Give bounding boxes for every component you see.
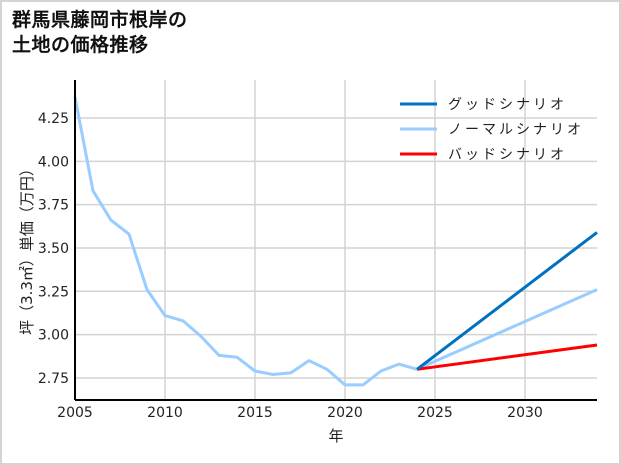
x-tick-label: 2010: [147, 405, 183, 421]
historical-price-line: [73, 96, 418, 387]
axes: [74, 80, 597, 401]
scenario-line-1: [416, 288, 598, 371]
y-tick-label: 3.75: [38, 198, 69, 214]
legend-label: ノーマルシナリオ: [448, 122, 584, 138]
chart-title: 群馬県藤岡市根岸の 土地の価格推移: [12, 8, 188, 58]
y-tick-label: 3.00: [38, 328, 69, 344]
x-tick-label: 2005: [57, 405, 93, 421]
legend-label: グッドシナリオ: [448, 97, 567, 113]
y-tick-label: 4.00: [38, 154, 69, 170]
y-axis-label: 坪（3.3㎡）単価（万円）: [18, 161, 36, 335]
x-tick-label: 2025: [417, 405, 453, 421]
legend-label: バッドシナリオ: [448, 147, 567, 163]
x-tick-label: 2020: [327, 405, 363, 421]
y-tick-label: 3.50: [38, 241, 69, 257]
y-tick-label: 3.25: [38, 284, 69, 300]
grid-lines: [75, 80, 597, 400]
x-tick-label: 2030: [507, 405, 543, 421]
y-tick-label: 2.75: [38, 371, 69, 387]
chart-title-line-2: 土地の価格推移: [12, 34, 149, 56]
tick-labels: 2005 2010 2015 2020 2025 2030 2.75 3.00 3.25 3.50…: [38, 111, 543, 421]
chart-title-line-1: 群馬県藤岡市根岸の: [12, 9, 188, 31]
x-tick-label: 2015: [237, 405, 273, 421]
data-lines: [73, 96, 598, 387]
scenario-line-2: [416, 343, 598, 371]
x-axis-label: 年: [328, 427, 343, 445]
y-tick-label: 4.25: [38, 111, 69, 127]
scenario-line-0: [416, 231, 598, 371]
